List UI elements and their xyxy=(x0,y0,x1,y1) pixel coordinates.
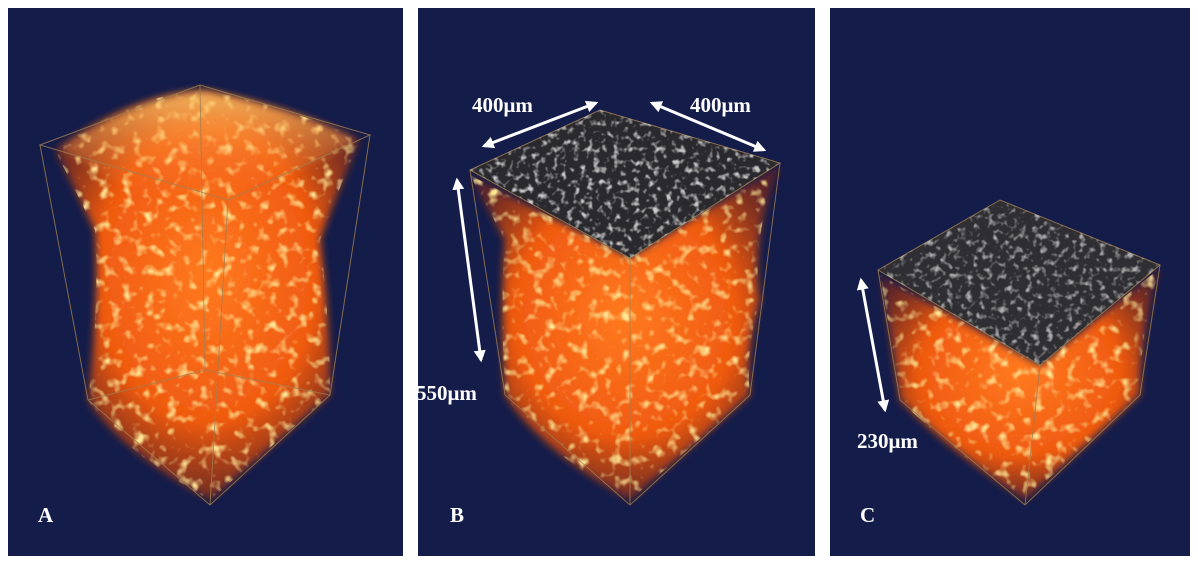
dimension-label: 400μm xyxy=(690,93,751,117)
panel-a: A xyxy=(8,8,403,556)
dimension-label: 230μm xyxy=(857,429,918,453)
panel-label: C xyxy=(860,503,875,527)
page: {"panels": [ {"label": "A"}, {"label": "… xyxy=(0,0,1198,561)
panel-label: A xyxy=(38,503,54,527)
figure: A 400μm 400μm 550μm B 230μm C xyxy=(0,0,1198,561)
panel-label: B xyxy=(450,503,464,527)
dimension-label: 400μm xyxy=(472,93,533,117)
panel-c: 230μm C xyxy=(830,8,1190,556)
dimension-label: 550μm xyxy=(416,381,477,405)
panel-b: 400μm 400μm 550μm B xyxy=(416,8,815,556)
